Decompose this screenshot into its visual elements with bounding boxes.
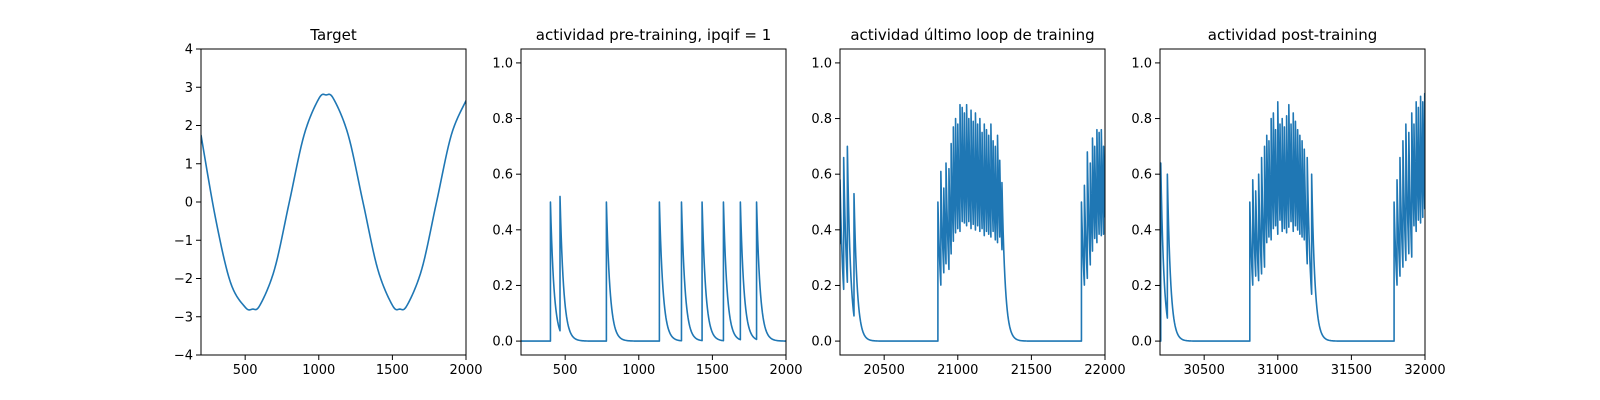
x-tick-label: 21000 bbox=[937, 363, 978, 378]
subplot-post-training: actividad post-training 30500 31000 31500 3… bbox=[1131, 26, 1445, 378]
y-tick-label: 0.6 bbox=[1131, 168, 1152, 183]
y-tick-label: 0.6 bbox=[811, 168, 832, 183]
y-tick-label: −1 bbox=[174, 234, 193, 249]
series-line bbox=[840, 103, 1105, 342]
x-tick-label: 21500 bbox=[1011, 363, 1052, 378]
y-tick-label: 0.0 bbox=[492, 335, 513, 350]
y-tick-label: 0.8 bbox=[1131, 112, 1152, 127]
y-tick-label: −4 bbox=[174, 349, 193, 364]
series-line bbox=[521, 195, 786, 342]
x-tick-label: 500 bbox=[553, 363, 578, 378]
x-tick-label: 32000 bbox=[1404, 363, 1445, 378]
y-tick-label: 0.8 bbox=[492, 112, 513, 127]
axes-frame bbox=[839, 48, 1106, 356]
series-line bbox=[201, 93, 466, 311]
y-tick-label: 1.0 bbox=[1131, 56, 1152, 71]
x-tick-label: 2000 bbox=[449, 363, 482, 378]
y-tick-label: 3 bbox=[185, 81, 193, 96]
series-line bbox=[1160, 92, 1425, 342]
y-tick-label: −3 bbox=[174, 310, 193, 325]
y-tick-label: 0.0 bbox=[1131, 335, 1152, 350]
y-tick-label: 1 bbox=[185, 157, 193, 172]
y-tick-label: −2 bbox=[174, 272, 193, 287]
y-tick-label: 1.0 bbox=[492, 56, 513, 71]
y-tick-label: 0.2 bbox=[811, 279, 832, 294]
x-tick-label: 1500 bbox=[376, 363, 409, 378]
x-tick-label: 22000 bbox=[1084, 363, 1125, 378]
x-tick-label: 1000 bbox=[622, 363, 655, 378]
subplot-title: actividad post-training bbox=[1208, 26, 1377, 44]
y-tick-label: 0.0 bbox=[811, 335, 832, 350]
x-tick-label: 500 bbox=[233, 363, 258, 378]
subplot-title: actividad último loop de training bbox=[850, 26, 1094, 44]
y-tick-label: 0.4 bbox=[1131, 223, 1152, 238]
subplot-target: Target 500 1000 1500 2000 −4 −3 −2 −1 0 1 2 3 4 bbox=[174, 26, 483, 378]
x-tick-label: 2000 bbox=[769, 363, 802, 378]
axes-frame bbox=[1159, 48, 1426, 356]
x-tick-label: 31500 bbox=[1331, 363, 1372, 378]
y-tick-label: 4 bbox=[185, 43, 193, 58]
y-tick-label: 0.2 bbox=[492, 279, 513, 294]
x-tick-label: 31000 bbox=[1257, 363, 1298, 378]
x-tick-label: 1500 bbox=[696, 363, 729, 378]
y-tick-label: 0.6 bbox=[492, 168, 513, 183]
subplot-title: Target bbox=[309, 26, 357, 44]
subplot-pre-training: actividad pre-training, ipqif = 1 500 100… bbox=[492, 26, 802, 378]
axes-frame bbox=[520, 48, 787, 356]
y-tick-label: 2 bbox=[185, 119, 193, 134]
x-tick-label: 1000 bbox=[302, 363, 335, 378]
y-tick-label: 0 bbox=[185, 196, 193, 211]
y-tick-label: 1.0 bbox=[811, 56, 832, 71]
subplot-last-training-loop: actividad último loop de training 20500 2… bbox=[811, 26, 1125, 378]
y-tick-label: 0.4 bbox=[492, 223, 513, 238]
y-tick-label: 0.2 bbox=[1131, 279, 1152, 294]
x-tick-label: 30500 bbox=[1183, 363, 1224, 378]
subplot-title: actividad pre-training, ipqif = 1 bbox=[536, 26, 772, 44]
x-tick-label: 20500 bbox=[863, 363, 904, 378]
y-tick-label: 0.4 bbox=[811, 223, 832, 238]
y-tick-label: 0.8 bbox=[811, 112, 832, 127]
